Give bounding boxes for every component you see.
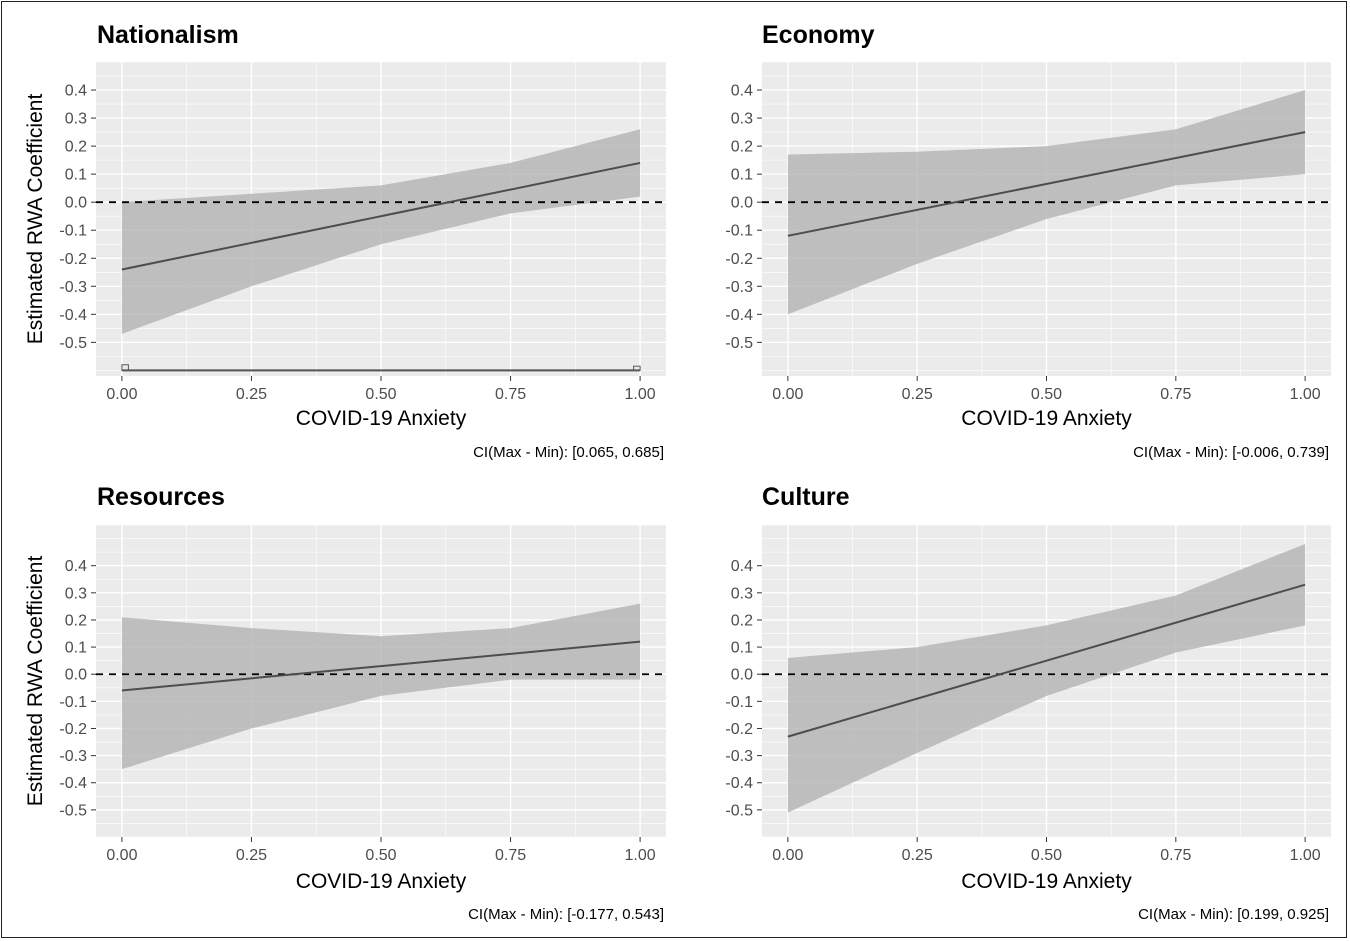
y-tick-label: 0.1 bbox=[65, 167, 87, 184]
y-tick-label: 0.4 bbox=[731, 83, 753, 100]
y-tick-label: -0.4 bbox=[59, 775, 87, 792]
y-tick-label: 0.4 bbox=[65, 83, 87, 100]
y-tick-label: -0.2 bbox=[59, 251, 87, 268]
y-tick-label: 0.3 bbox=[731, 585, 753, 602]
y-tick-label: -0.5 bbox=[725, 335, 753, 352]
y-tick-label: -0.1 bbox=[59, 694, 87, 711]
x-tick-label: 0.75 bbox=[1160, 386, 1191, 403]
y-tick-label: 0.0 bbox=[731, 195, 753, 212]
y-tick-label: -0.5 bbox=[59, 335, 87, 352]
x-tick-label: 0.00 bbox=[772, 847, 803, 864]
x-tick-label: 0.25 bbox=[902, 847, 933, 864]
x-tick-label: 0.00 bbox=[106, 386, 137, 403]
x-tick-label: 0.75 bbox=[1160, 847, 1191, 864]
x-tick-label: 0.75 bbox=[495, 847, 526, 864]
x-tick-label: 0.50 bbox=[1031, 386, 1062, 403]
chart-panel-1: 0.4 0.3 0.2 0.1 0.0 -0.1 -0.2 -0.3 -0.4 -0.5 0.00 0… bbox=[24, 21, 666, 461]
y-tick-label: 0.2 bbox=[65, 612, 87, 629]
y-tick-label: 0.1 bbox=[731, 167, 753, 184]
x-axis-title: COVID-19 Anxiety bbox=[296, 870, 467, 893]
y-tick-label: 0.0 bbox=[65, 667, 87, 684]
y-tick-label: 0.4 bbox=[65, 558, 87, 575]
y-tick-label: 0.2 bbox=[731, 612, 753, 629]
chart-panel-4: 0.4 0.3 0.2 0.1 0.0 -0.1 -0.2 -0.3 -0.4 -0.5 0.00 0… bbox=[725, 483, 1331, 923]
y-tick-label: 0.3 bbox=[65, 585, 87, 602]
x-tick-label: 0.50 bbox=[365, 847, 396, 864]
y-tick-label: -0.2 bbox=[725, 251, 753, 268]
x-tick-label: 0.50 bbox=[365, 386, 396, 403]
x-tick-label: 1.00 bbox=[625, 386, 656, 403]
ci-annotation: CI(Max - Min): [0.199, 0.925] bbox=[1138, 906, 1329, 923]
y-tick-label: -0.1 bbox=[725, 694, 753, 711]
x-tick-label: 1.00 bbox=[625, 847, 656, 864]
chart-panel-3: 0.4 0.3 0.2 0.1 0.0 -0.1 -0.2 -0.3 -0.4 -0.5 0.00 0… bbox=[24, 483, 666, 923]
y-tick-label: -0.5 bbox=[59, 802, 87, 819]
y-tick-label: 0.3 bbox=[731, 111, 753, 128]
y-tick-label: 0.0 bbox=[65, 195, 87, 212]
ci-annotation: CI(Max - Min): [0.065, 0.685] bbox=[473, 444, 664, 461]
x-tick-label: 0.25 bbox=[236, 847, 267, 864]
x-axis-title: COVID-19 Anxiety bbox=[961, 870, 1132, 893]
y-tick-label: -0.1 bbox=[725, 223, 753, 240]
x-tick-label: 1.00 bbox=[1290, 386, 1321, 403]
x-tick-label: 0.25 bbox=[236, 386, 267, 403]
x-tick-label: 0.50 bbox=[1031, 847, 1062, 864]
x-axis-title: COVID-19 Anxiety bbox=[961, 407, 1132, 430]
y-tick-label: -0.2 bbox=[59, 721, 87, 738]
y-tick-label: -0.3 bbox=[725, 279, 753, 296]
x-axis-title: COVID-19 Anxiety bbox=[296, 407, 467, 430]
x-tick-label: 0.25 bbox=[902, 386, 933, 403]
chart-panel-2: 0.4 0.3 0.2 0.1 0.0 -0.1 -0.2 -0.3 -0.4 -0.5 0.00 0… bbox=[725, 21, 1331, 461]
ci-annotation: CI(Max - Min): [-0.006, 0.739] bbox=[1133, 444, 1329, 461]
ci-annotation: CI(Max - Min): [-0.177, 0.543] bbox=[468, 906, 664, 923]
y-tick-label: 0.4 bbox=[731, 558, 753, 575]
y-tick-label: -0.4 bbox=[725, 307, 753, 324]
panel-title: Culture bbox=[762, 483, 850, 511]
y-tick-label: -0.4 bbox=[59, 307, 87, 324]
panel-title: Resources bbox=[97, 483, 225, 511]
y-tick-label: 0.1 bbox=[65, 640, 87, 657]
x-tick-label: 0.00 bbox=[772, 386, 803, 403]
y-tick-label: -0.3 bbox=[59, 748, 87, 765]
y-tick-label: 0.1 bbox=[731, 640, 753, 657]
y-tick-label: -0.4 bbox=[725, 775, 753, 792]
x-tick-label: 1.00 bbox=[1290, 847, 1321, 864]
y-tick-label: -0.2 bbox=[725, 721, 753, 738]
y-tick-label: -0.1 bbox=[59, 223, 87, 240]
y-tick-label: -0.5 bbox=[725, 802, 753, 819]
panel-title: Economy bbox=[762, 21, 875, 49]
y-tick-label: 0.0 bbox=[731, 667, 753, 684]
panel-title: Nationalism bbox=[97, 21, 239, 49]
x-tick-label: 0.00 bbox=[106, 847, 137, 864]
y-tick-label: 0.3 bbox=[65, 111, 87, 128]
y-tick-label: 0.2 bbox=[65, 139, 87, 156]
y-tick-label: -0.3 bbox=[725, 748, 753, 765]
y-tick-label: -0.3 bbox=[59, 279, 87, 296]
x-tick-label: 0.75 bbox=[495, 386, 526, 403]
y-tick-label: 0.2 bbox=[731, 139, 753, 156]
y-axis-title: Estimated RWA Coefficient bbox=[24, 556, 47, 807]
y-axis-title: Estimated RWA Coefficient bbox=[24, 94, 47, 345]
